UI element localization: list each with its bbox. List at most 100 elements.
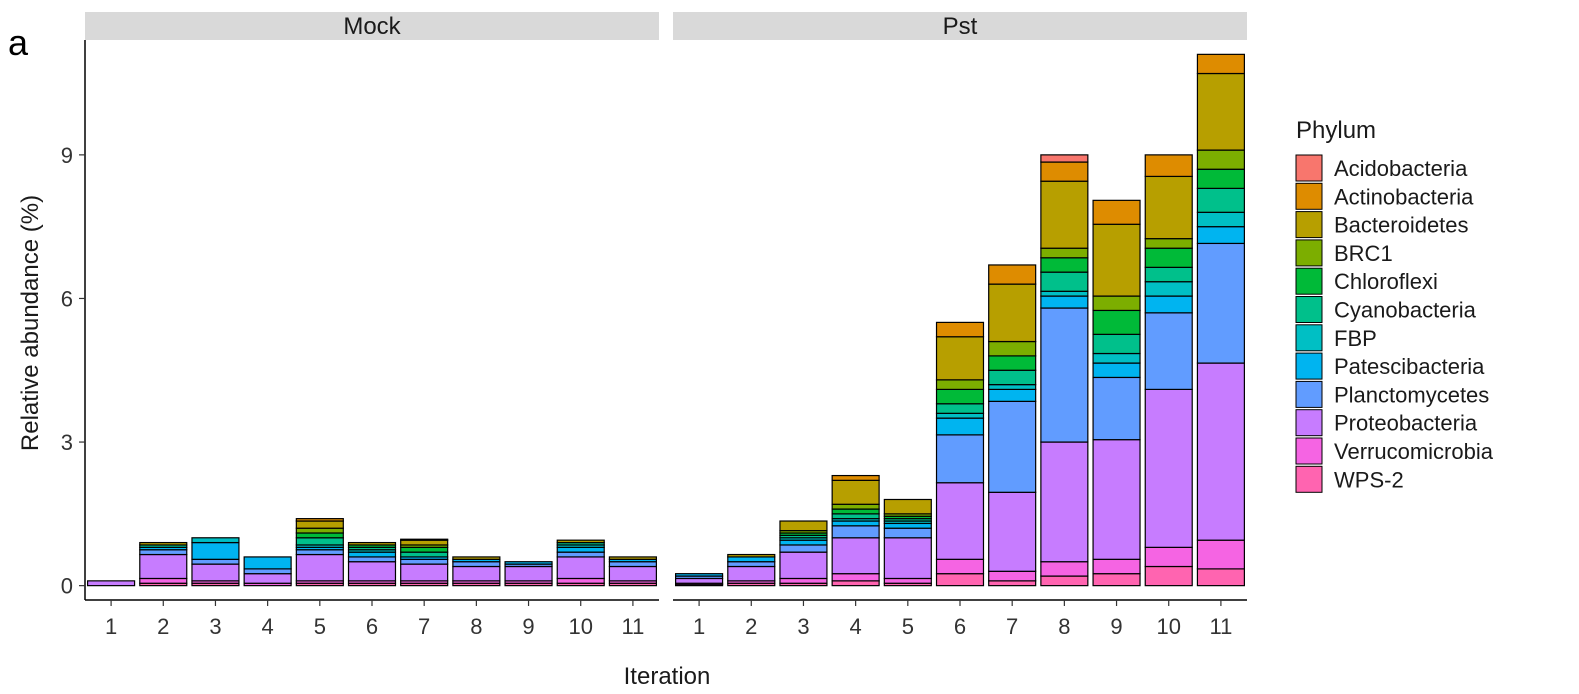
bar-segment [1144, 154, 1193, 178]
bar-segment [295, 527, 344, 534]
bar-segment [1040, 271, 1089, 292]
bar-segment [935, 336, 985, 381]
bar-segment [243, 573, 292, 584]
bar-segment [883, 577, 932, 584]
bar-segment [988, 580, 1037, 587]
facet-strip [85, 12, 659, 40]
bar-segment [1092, 333, 1141, 355]
bar-segment [295, 520, 344, 529]
bar-segment [779, 551, 828, 580]
x-tick-label: 1 [105, 614, 117, 639]
bar-segment [1040, 290, 1089, 297]
bar-segment [608, 565, 657, 582]
legend-item: BRC1 [1295, 239, 1393, 267]
x-tick-label: 11 [1209, 614, 1232, 639]
bar-segment [400, 563, 449, 582]
bar-segment [191, 541, 240, 560]
legend-label: Actinobacteria [1334, 184, 1474, 209]
bar-segment [1144, 388, 1193, 548]
bar-segment [295, 518, 344, 522]
bar-segment [1092, 199, 1141, 225]
bar-segment [935, 558, 985, 575]
bar-segment [935, 434, 985, 484]
legend-swatch [1295, 437, 1323, 465]
bar-segment [1196, 53, 1245, 75]
bar-segment [452, 561, 501, 568]
bar-segment [988, 340, 1037, 357]
legend-swatch [1295, 267, 1323, 295]
bar-segment [1196, 187, 1245, 213]
bar-segment [1040, 295, 1089, 309]
bar-segment [988, 388, 1037, 402]
legend-label: Bacteroidetes [1334, 213, 1469, 238]
legend-item: Bacteroidetes [1295, 211, 1469, 239]
legend-label: Patescibacteria [1334, 354, 1485, 379]
bar-segment [504, 561, 553, 565]
x-tick-label: 11 [621, 614, 644, 639]
bar-segment [779, 539, 828, 546]
x-tick-label: 2 [745, 614, 757, 639]
legend-item: Patescibacteria [1295, 352, 1485, 380]
bar-segment [400, 551, 449, 558]
bar-segment [1040, 154, 1089, 163]
bar-segment [935, 379, 985, 391]
legend-item: Cyanobacteria [1295, 296, 1477, 323]
bar-segment [883, 537, 932, 580]
bar-segment [347, 556, 397, 563]
legend-swatch [1295, 380, 1323, 408]
x-tick-label: 3 [797, 614, 809, 639]
legend-item: FBP [1295, 324, 1377, 352]
bar-segment [675, 573, 724, 577]
bar-segment [831, 525, 880, 539]
facet-strip [673, 12, 1247, 40]
bar-segment [1196, 211, 1245, 228]
bar-segment [1196, 168, 1245, 189]
x-tick-label: 9 [522, 614, 534, 639]
legend-item: WPS-2 [1295, 465, 1404, 493]
bar-segment [295, 553, 344, 582]
plot-panel [675, 53, 1245, 587]
bar-segment [883, 527, 932, 539]
bar-segment [935, 573, 985, 587]
facet-strips: Mock Pst [85, 12, 1247, 40]
legend-swatch [1295, 239, 1323, 267]
legend-label: Chloroflexi [1334, 269, 1438, 294]
bar-segment [1196, 72, 1245, 151]
bar-segment [988, 283, 1037, 343]
bar-segment [1092, 309, 1141, 335]
bar-segment [883, 522, 932, 529]
bar-segment [1144, 247, 1193, 268]
bar-segment [935, 403, 985, 414]
bar-segment [1040, 441, 1089, 563]
y-tick-label: 3 [61, 430, 73, 455]
x-tick-label: 2 [157, 614, 169, 639]
bar-segment [556, 539, 605, 544]
bar-segment [1092, 376, 1141, 441]
bar-segment [1092, 573, 1141, 587]
bar-segment [452, 565, 501, 582]
legend-item: Proteobacteria [1295, 409, 1478, 437]
legend-swatch [1295, 211, 1323, 239]
bar-segment [1196, 362, 1245, 541]
bar-segment [831, 508, 880, 515]
bar-segment [556, 577, 605, 584]
bar-segment [727, 561, 776, 568]
legend-item: Planctomycetes [1295, 380, 1489, 408]
legend-swatch [1295, 154, 1323, 182]
bar-segment [1040, 180, 1089, 249]
y-tick-label: 9 [61, 143, 73, 168]
bar-segment [831, 503, 880, 510]
bar-segment [988, 369, 1037, 386]
x-axes: 1 2 3 4 5 6 7 8 9 10 11 1 2 3 4 5 6 7 8 9 10 11 [85, 599, 1247, 639]
legend-label: WPS-2 [1334, 467, 1404, 492]
legend-label: FBP [1334, 326, 1377, 351]
bar-segment [779, 520, 828, 532]
legend-item: Verrucomicrobia [1295, 437, 1494, 465]
bar-segment [243, 568, 292, 575]
bar-segment [1092, 558, 1141, 575]
bar-segment [988, 264, 1037, 285]
legend-swatch [1295, 352, 1323, 380]
x-axis-title: Iteration [624, 663, 711, 690]
bar-segment [831, 520, 880, 527]
